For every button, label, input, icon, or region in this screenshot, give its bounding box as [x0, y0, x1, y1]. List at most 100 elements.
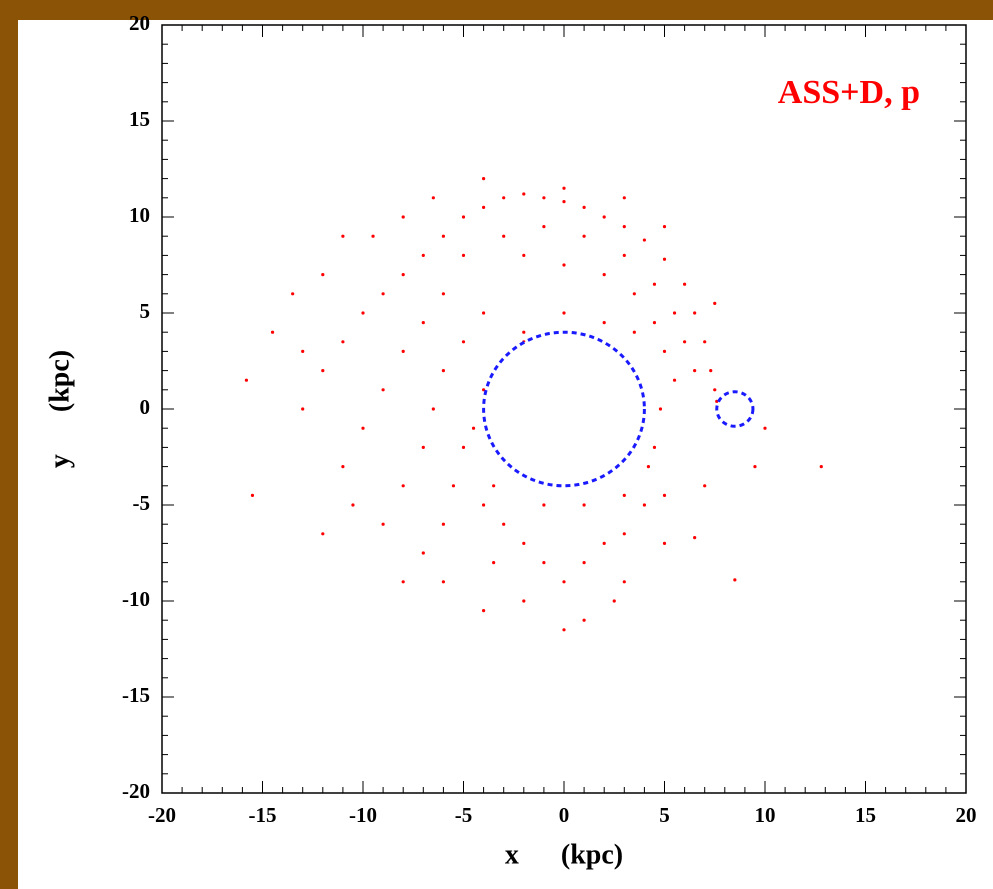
region-circle	[482, 330, 646, 488]
point	[461, 215, 466, 219]
point	[542, 196, 546, 200]
point	[244, 378, 249, 382]
point	[646, 465, 651, 469]
y-tick-label: 20	[129, 11, 150, 35]
point	[602, 321, 606, 325]
point	[709, 369, 713, 373]
y-tick-label: -5	[133, 491, 151, 515]
y-tick-label: -15	[122, 683, 150, 707]
point	[542, 503, 546, 507]
point	[582, 205, 586, 209]
point	[270, 330, 275, 334]
point	[562, 263, 566, 267]
point	[753, 465, 757, 469]
point	[683, 340, 687, 344]
point	[602, 273, 606, 277]
point	[301, 407, 305, 411]
point	[351, 503, 355, 507]
point	[441, 292, 445, 296]
point	[652, 445, 657, 449]
point	[562, 186, 566, 190]
point	[622, 225, 626, 229]
point	[401, 273, 405, 277]
point	[471, 426, 476, 430]
point	[482, 503, 486, 507]
point	[542, 561, 546, 565]
y-tick-label: -10	[122, 587, 150, 611]
point	[502, 234, 506, 238]
point	[582, 234, 586, 238]
point	[652, 282, 657, 286]
point	[582, 503, 586, 507]
point	[562, 628, 566, 632]
point	[693, 369, 697, 373]
point	[703, 484, 707, 488]
point	[441, 580, 445, 584]
point	[522, 541, 526, 546]
y-axis-label: y (kpc)	[44, 350, 75, 468]
point	[381, 292, 385, 296]
point	[642, 503, 647, 507]
point	[431, 196, 435, 200]
point	[431, 407, 435, 411]
point	[582, 618, 586, 622]
point	[602, 541, 606, 546]
point	[632, 292, 636, 296]
point	[683, 282, 687, 286]
point	[482, 205, 486, 209]
point	[401, 215, 405, 219]
point	[713, 388, 717, 392]
y-tick-label: 15	[129, 107, 150, 131]
point	[401, 580, 405, 584]
y-tick-label: 0	[140, 395, 151, 419]
point	[693, 536, 697, 540]
point	[341, 234, 345, 238]
x-tick-label: -10	[349, 803, 377, 827]
point	[622, 196, 626, 200]
point	[693, 311, 697, 315]
point	[502, 522, 506, 526]
point	[421, 321, 425, 325]
point	[461, 445, 466, 449]
point	[482, 177, 486, 181]
point	[441, 369, 445, 373]
point	[703, 340, 707, 344]
point	[361, 426, 365, 430]
point	[502, 196, 506, 200]
point	[381, 522, 385, 526]
point	[658, 407, 663, 411]
point	[602, 215, 606, 219]
point	[763, 426, 767, 430]
point	[622, 253, 626, 257]
x-tick-label: 20	[956, 803, 977, 827]
point	[421, 253, 425, 257]
point	[542, 225, 546, 229]
point	[401, 349, 405, 353]
annotation: ASS+D, p	[778, 74, 920, 111]
point	[672, 378, 677, 382]
point	[291, 292, 295, 296]
point	[622, 580, 626, 584]
point	[321, 532, 325, 536]
point	[819, 465, 823, 469]
point	[401, 484, 405, 488]
point	[492, 561, 496, 565]
x-tick-label: -15	[249, 803, 277, 827]
point	[672, 311, 677, 315]
x-axis-label: x (kpc)	[505, 839, 623, 870]
point	[482, 609, 486, 613]
point	[321, 273, 325, 277]
x-tick-label: -5	[455, 803, 473, 827]
point	[662, 541, 667, 546]
point	[341, 465, 345, 469]
point	[662, 225, 667, 229]
x-tick-label: -20	[148, 803, 176, 827]
y-tick-label: -20	[122, 779, 150, 803]
point	[451, 484, 456, 488]
point	[492, 484, 496, 488]
point	[381, 388, 385, 392]
point	[301, 349, 305, 353]
point	[632, 330, 636, 334]
region-circle	[715, 390, 755, 428]
